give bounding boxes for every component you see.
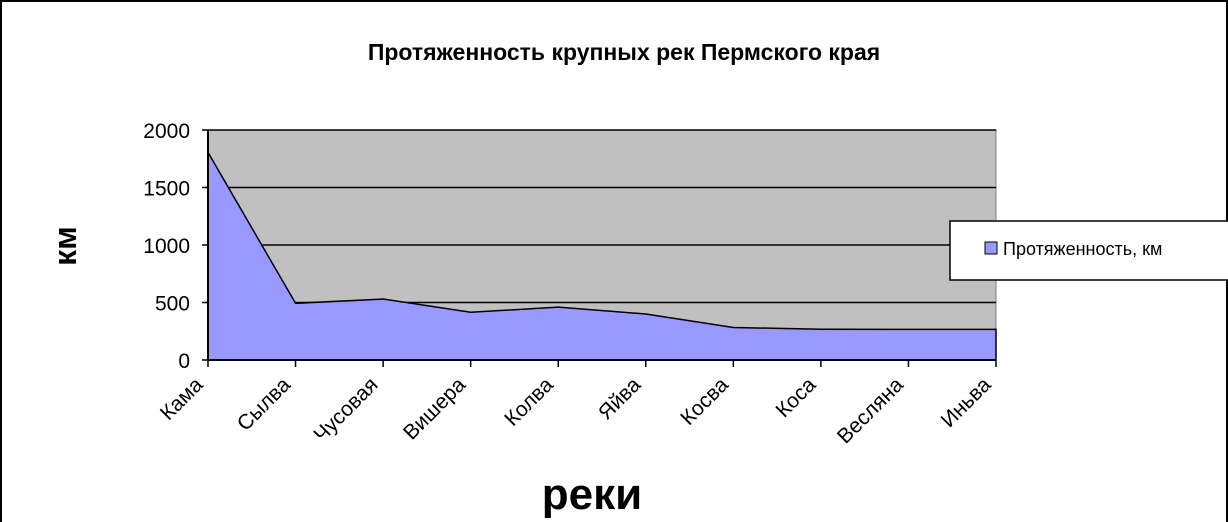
y-axis-title: км xyxy=(47,226,83,266)
series-layer xyxy=(207,152,997,360)
y-tick-label-2000: 2000 xyxy=(143,120,190,143)
y-tick-label-500: 500 xyxy=(155,293,190,316)
y-axis-tick-labels: 0 500 1000 1500 2000 xyxy=(143,120,190,373)
y-tick-label-1000: 1000 xyxy=(143,235,190,258)
chart-title: Протяженность крупных рек Пермского края xyxy=(368,39,880,65)
area-fill-series-1 xyxy=(208,152,996,360)
legend-label: Протяженность, км xyxy=(1003,239,1162,259)
y-tick-label-0: 0 xyxy=(178,350,190,373)
legend-swatch xyxy=(984,241,998,255)
x-axis-title: реки xyxy=(542,470,642,519)
y-tick-label-1500: 1500 xyxy=(143,178,190,201)
legend: Протяженность, км xyxy=(949,220,1228,281)
axes xyxy=(202,129,997,367)
area-line-series-1 xyxy=(207,152,997,360)
